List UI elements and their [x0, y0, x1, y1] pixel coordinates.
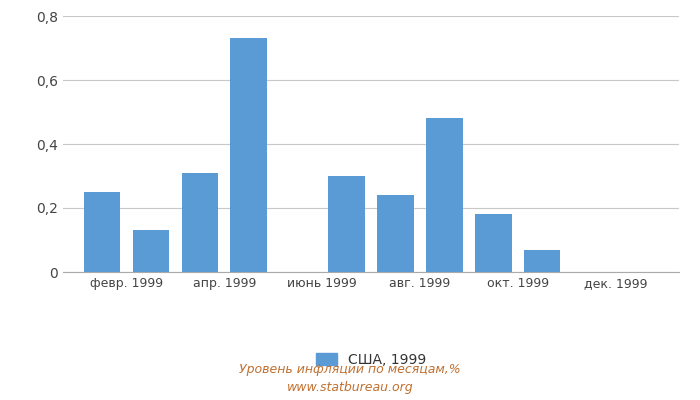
Bar	[84, 192, 120, 272]
Text: Уровень инфляции по месяцам,%: Уровень инфляции по месяцам,%	[239, 364, 461, 376]
Bar	[426, 118, 463, 272]
Legend: США, 1999: США, 1999	[310, 348, 432, 372]
Text: www.statbureau.org: www.statbureau.org	[287, 382, 413, 394]
Bar	[133, 230, 169, 272]
Bar	[524, 250, 561, 272]
Bar	[475, 214, 512, 272]
Bar	[181, 173, 218, 272]
Bar	[377, 195, 414, 272]
Bar	[328, 176, 365, 272]
Bar	[230, 38, 267, 272]
